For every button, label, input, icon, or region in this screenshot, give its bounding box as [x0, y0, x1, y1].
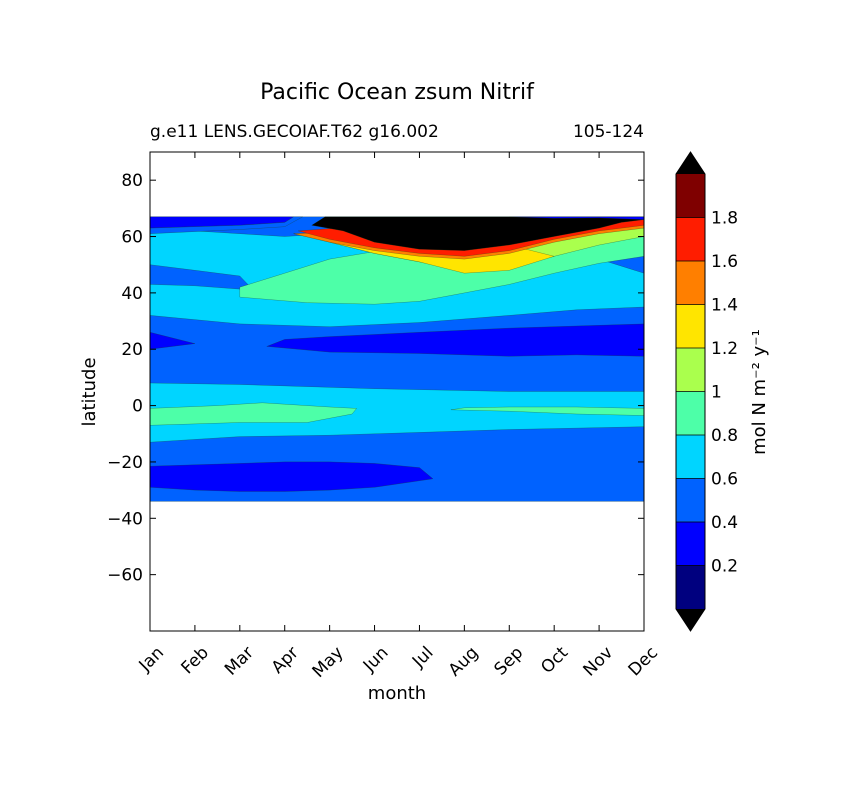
colorbar-tick-label-0: 0.2 — [711, 557, 738, 577]
y-axis: 80 60 40 20 0 −20 −40 −60 — [107, 171, 644, 586]
colorbar-tick-label-6: 1.4 — [711, 296, 738, 316]
colorbar-segment-0 — [676, 565, 705, 609]
contour-band-3 — [150, 402, 358, 426]
colorbar-tick-label-3: 0.8 — [711, 426, 738, 446]
x-tick-label-0: Jan — [135, 643, 168, 676]
y-tick-label-5: −20 — [107, 453, 143, 473]
contour-band-17 — [509, 216, 644, 220]
x-tick-label-2: Mar — [221, 643, 258, 680]
y-tick-label-0: 80 — [121, 171, 143, 191]
x-tick-label-5: Jun — [359, 643, 393, 677]
colorbar-tick-label-7: 1.6 — [711, 252, 738, 272]
contour-band-14 — [311, 216, 644, 251]
plot-frame — [149, 151, 645, 632]
colorbar-segment-7 — [676, 261, 705, 305]
contour-layer — [150, 216, 644, 502]
y-tick-label-1: 60 — [121, 228, 143, 248]
colorbar-segment-9 — [676, 174, 705, 218]
x-tick-label-11: Dec — [625, 643, 662, 680]
y-tick-label-7: −60 — [107, 566, 143, 586]
x-tick-label-8: Sep — [490, 643, 527, 680]
colorbar-under-arrow — [676, 609, 705, 631]
x-tick-label-6: Jul — [408, 643, 437, 672]
x-tick-label-7: Aug — [445, 643, 483, 681]
colorbar-over-arrow — [676, 152, 705, 174]
contour-band-2 — [150, 382, 644, 443]
contour-band-16 — [150, 216, 303, 234]
x-tick-label-1: Feb — [177, 643, 212, 678]
colorbar-tick-label-5: 1.2 — [711, 339, 738, 359]
x-tick-label-10: Nov — [580, 643, 618, 681]
colorbar: 0.2 0.4 0.6 0.8 1 1.2 1.4 1.6 1.8 — [675, 151, 738, 632]
colorbar-segment-6 — [676, 304, 705, 348]
colorbar-segment-1 — [676, 522, 705, 566]
contour-band-4 — [450, 406, 644, 416]
colorbar-tick-label-2: 0.6 — [711, 470, 738, 490]
x-tick-label-9: Oct — [537, 643, 572, 678]
colorbar-segment-5 — [676, 348, 705, 392]
y-tick-label-6: −40 — [107, 509, 143, 529]
chart-title: Pacific Ocean zsum Nitrif — [260, 80, 535, 105]
colorbar-tick-label-8: 1.8 — [711, 209, 738, 229]
y-tick-label-4: 0 — [132, 397, 143, 417]
chart-subtitle-left: g.e11 LENS.GECOIAF.T62 g16.002 — [150, 122, 439, 142]
contour-band-1 — [150, 461, 434, 492]
x-tick-label-3: Apr — [268, 643, 303, 678]
x-axis-label: month — [368, 683, 426, 704]
x-tick-label-4: May — [309, 643, 348, 682]
y-axis-label: latitude — [79, 357, 100, 426]
colorbar-segment-8 — [676, 217, 705, 261]
colorbar-segment-4 — [676, 391, 705, 435]
colorbar-tick-label-1: 0.4 — [711, 513, 738, 533]
y-tick-label-3: 20 — [121, 340, 143, 360]
colorbar-label: mol N m⁻² y⁻¹ — [749, 329, 770, 455]
colorbar-segment-2 — [676, 478, 705, 522]
contour-band-6 — [266, 323, 644, 357]
chart-subtitle-right: 105-124 — [573, 122, 644, 142]
colorbar-outline — [675, 151, 706, 632]
contour-band-5 — [150, 332, 195, 350]
y-tick-label-2: 40 — [121, 284, 143, 304]
colorbar-tick-label-4: 1 — [711, 383, 722, 403]
colorbar-segment-3 — [676, 435, 705, 479]
